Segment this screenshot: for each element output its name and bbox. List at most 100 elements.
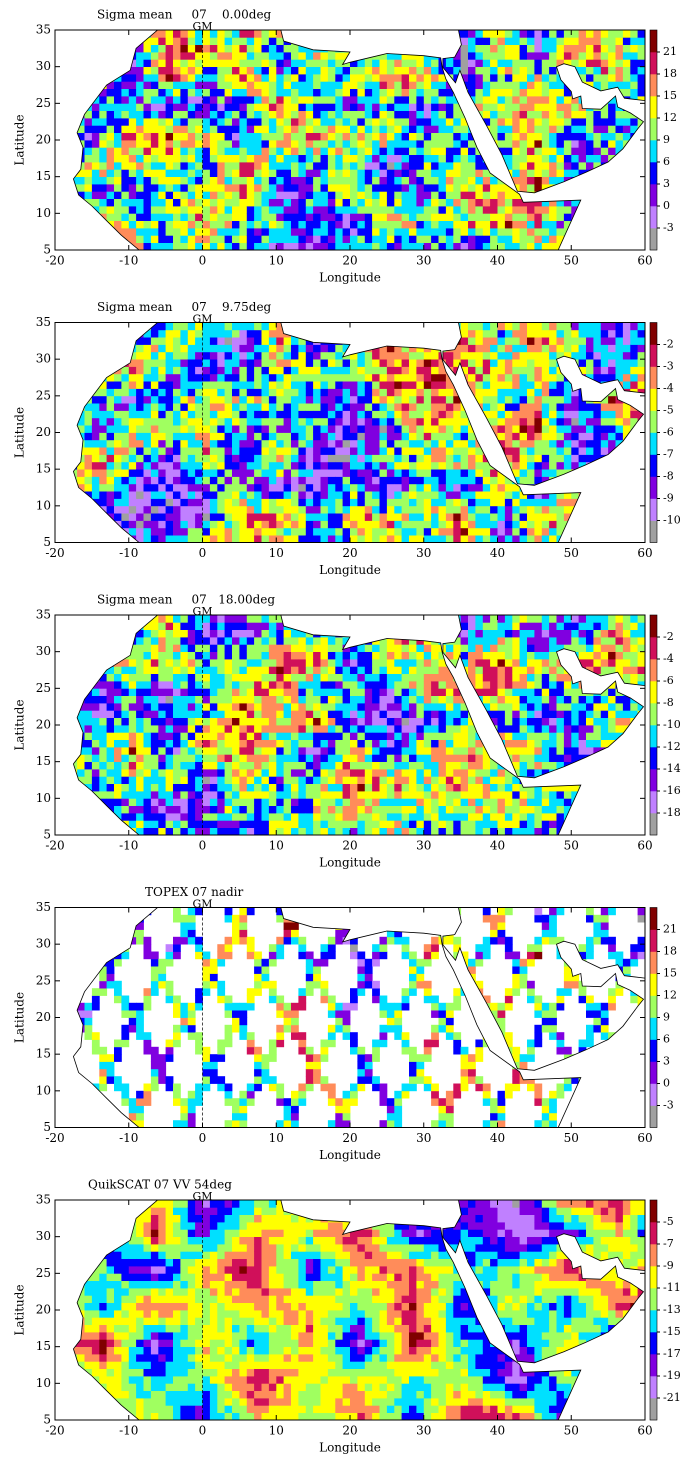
map-cell	[121, 89, 129, 97]
map-cell	[173, 491, 181, 499]
map-cell	[608, 103, 616, 111]
map-cell	[380, 177, 388, 185]
map-cell	[512, 213, 520, 221]
map-cell	[144, 403, 152, 411]
map-cell	[512, 462, 520, 470]
map-cell	[85, 359, 93, 367]
map-cell	[343, 184, 351, 192]
map-cell	[313, 177, 321, 185]
map-cell	[254, 228, 262, 236]
map-cell	[298, 111, 306, 119]
map-cell	[62, 228, 70, 236]
map-cell	[313, 535, 321, 543]
map-cell	[173, 103, 181, 111]
map-cell	[557, 323, 565, 331]
map-cell	[203, 111, 211, 119]
map-cell	[328, 235, 336, 243]
map-cell	[542, 235, 550, 243]
map-cell	[276, 162, 284, 170]
map-cell	[343, 67, 351, 75]
map-cell	[416, 81, 424, 89]
map-cell	[166, 45, 174, 53]
map-cell	[180, 140, 188, 148]
map-cell	[210, 469, 218, 477]
map-cell	[601, 103, 609, 111]
map-cell	[424, 367, 432, 375]
map-cell	[291, 45, 299, 53]
map-cell	[180, 206, 188, 214]
map-cell	[239, 396, 247, 404]
map-cell	[107, 535, 115, 543]
map-cell	[498, 374, 506, 382]
map-cell	[188, 491, 196, 499]
map-cell	[387, 477, 395, 485]
map-cell	[166, 491, 174, 499]
map-cell	[92, 491, 100, 499]
map-cell	[62, 140, 70, 148]
map-cell	[409, 381, 417, 389]
map-cell	[136, 425, 144, 433]
map-cell	[498, 74, 506, 82]
map-cell	[350, 67, 358, 75]
map-cell	[416, 535, 424, 543]
map-cell	[306, 447, 314, 455]
map-cell	[512, 389, 520, 397]
map-cell	[549, 491, 557, 499]
map-cell	[262, 323, 270, 331]
map-cell	[365, 125, 373, 133]
map-cell	[380, 447, 388, 455]
map-cell	[431, 469, 439, 477]
map-cell	[630, 243, 638, 251]
map-cell	[62, 506, 70, 514]
map-cell	[520, 184, 528, 192]
map-cell	[475, 243, 483, 251]
map-cell	[409, 199, 417, 207]
map-cell	[77, 433, 85, 441]
map-cell	[173, 535, 181, 543]
map-cell	[247, 228, 255, 236]
map-cell	[298, 235, 306, 243]
map-cell	[549, 521, 557, 529]
map-cell	[276, 111, 284, 119]
map-cell	[498, 125, 506, 133]
map-cell	[121, 30, 129, 38]
map-cell	[225, 133, 233, 141]
map-cell	[77, 367, 85, 375]
map-cell	[424, 330, 432, 338]
map-cell	[498, 59, 506, 67]
map-cell	[380, 140, 388, 148]
map-cell	[328, 125, 336, 133]
map-cell	[203, 396, 211, 404]
map-cell	[335, 403, 343, 411]
map-cell	[321, 228, 329, 236]
map-cell	[166, 162, 174, 170]
map-cell	[409, 96, 417, 104]
map-cell	[431, 111, 439, 119]
map-cell	[431, 484, 439, 492]
map-cell	[158, 213, 166, 221]
map-cell	[313, 67, 321, 75]
map-cell	[579, 52, 587, 60]
map-cell	[136, 89, 144, 97]
map-cell	[498, 52, 506, 60]
map-cell	[461, 191, 469, 199]
map-cell	[343, 359, 351, 367]
map-cell	[365, 499, 373, 507]
map-cell	[99, 396, 107, 404]
map-cell	[210, 235, 218, 243]
map-cell	[431, 228, 439, 236]
map-cell	[239, 330, 247, 338]
map-cell	[527, 425, 535, 433]
map-cell	[343, 396, 351, 404]
map-cell	[129, 162, 137, 170]
map-cell	[512, 103, 520, 111]
map-cell	[409, 45, 417, 53]
map-cell	[498, 396, 506, 404]
map-cell	[394, 433, 402, 441]
map-cell	[70, 389, 78, 397]
map-cell	[630, 177, 638, 185]
map-cell	[446, 133, 454, 141]
map-cell	[114, 447, 122, 455]
map-cell	[62, 484, 70, 492]
map-cell	[402, 111, 410, 119]
